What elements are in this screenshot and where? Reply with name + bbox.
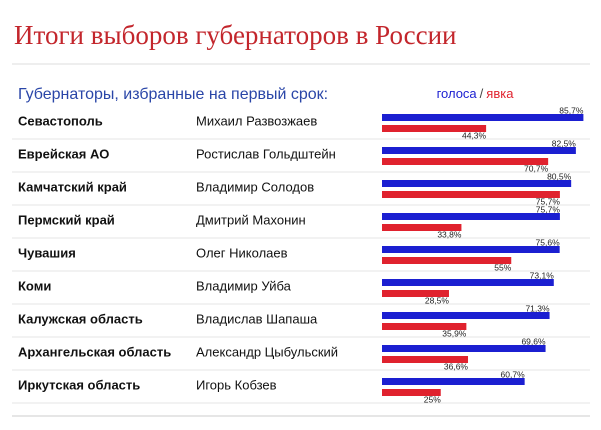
- value-label: 44,3%: [462, 130, 487, 140]
- region-label: Пермский край: [18, 212, 115, 227]
- bar: [382, 279, 554, 286]
- value-label: 35,9%: [442, 328, 467, 338]
- bar: [382, 378, 525, 385]
- bar: [382, 389, 441, 396]
- region-label: Чувашия: [18, 245, 76, 260]
- legend-separator: /: [480, 86, 484, 101]
- governor-label: Владимир Солодов: [196, 179, 314, 194]
- bar: [382, 158, 549, 165]
- governor-label: Дмитрий Махонин: [196, 212, 306, 227]
- bar: [382, 147, 576, 154]
- value-label: 75,7%: [536, 196, 561, 206]
- value-label: 25%: [424, 394, 441, 404]
- bar: [382, 114, 584, 121]
- value-label: 69,6%: [521, 336, 546, 346]
- value-label: 60,7%: [501, 369, 526, 379]
- region-label: Архангельская область: [18, 344, 171, 359]
- bar: [382, 224, 462, 231]
- governor-label: Игорь Кобзев: [196, 377, 277, 392]
- legend-entry: голоса: [437, 86, 478, 101]
- value-label: 71,3%: [525, 303, 550, 313]
- subtitle: Губернаторы, избранные на первый срок:: [18, 86, 328, 103]
- region-label: Иркутская область: [18, 377, 140, 392]
- value-label: 28,5%: [425, 295, 450, 305]
- value-label: 73,1%: [530, 270, 555, 280]
- value-label: 75,6%: [536, 237, 561, 247]
- governor-label: Олег Николаев: [196, 245, 288, 260]
- governor-label: Владислав Шапаша: [196, 311, 318, 326]
- legend-entry: явка: [486, 86, 514, 101]
- region-label: Севастополь: [18, 113, 103, 128]
- bar: [382, 356, 469, 363]
- legend: голоса / явка: [437, 86, 515, 101]
- region-label: Еврейская АО: [18, 146, 109, 161]
- bar: [382, 191, 560, 198]
- chart-title: Итоги выборов губернаторов в России: [14, 20, 456, 50]
- region-label: Калужская область: [18, 311, 143, 326]
- governor-label: Ростислав Гольдштейн: [196, 146, 336, 161]
- bar: [382, 257, 512, 264]
- bar: [382, 213, 560, 220]
- bar: [382, 290, 449, 297]
- value-label: 36,6%: [444, 361, 469, 371]
- value-label: 82,5%: [552, 138, 577, 148]
- bar: [382, 345, 546, 352]
- value-label: 85,7%: [559, 105, 584, 115]
- value-label: 80,5%: [547, 171, 572, 181]
- value-label: 55%: [494, 262, 511, 272]
- region-label: Коми: [18, 278, 51, 293]
- value-label: 33,8%: [437, 229, 462, 239]
- governor-label: Владимир Уйба: [196, 278, 292, 293]
- governor-label: Михаил Развозжаев: [196, 113, 317, 128]
- value-label: 70,7%: [524, 163, 549, 173]
- bar: [382, 312, 550, 319]
- bar: [382, 180, 572, 187]
- region-label: Камчатский край: [18, 179, 127, 194]
- governor-label: Александр Цыбульский: [196, 344, 338, 359]
- bar: [382, 246, 560, 253]
- bar: [382, 125, 487, 132]
- value-label: 75,7%: [536, 204, 561, 214]
- bar: [382, 323, 467, 330]
